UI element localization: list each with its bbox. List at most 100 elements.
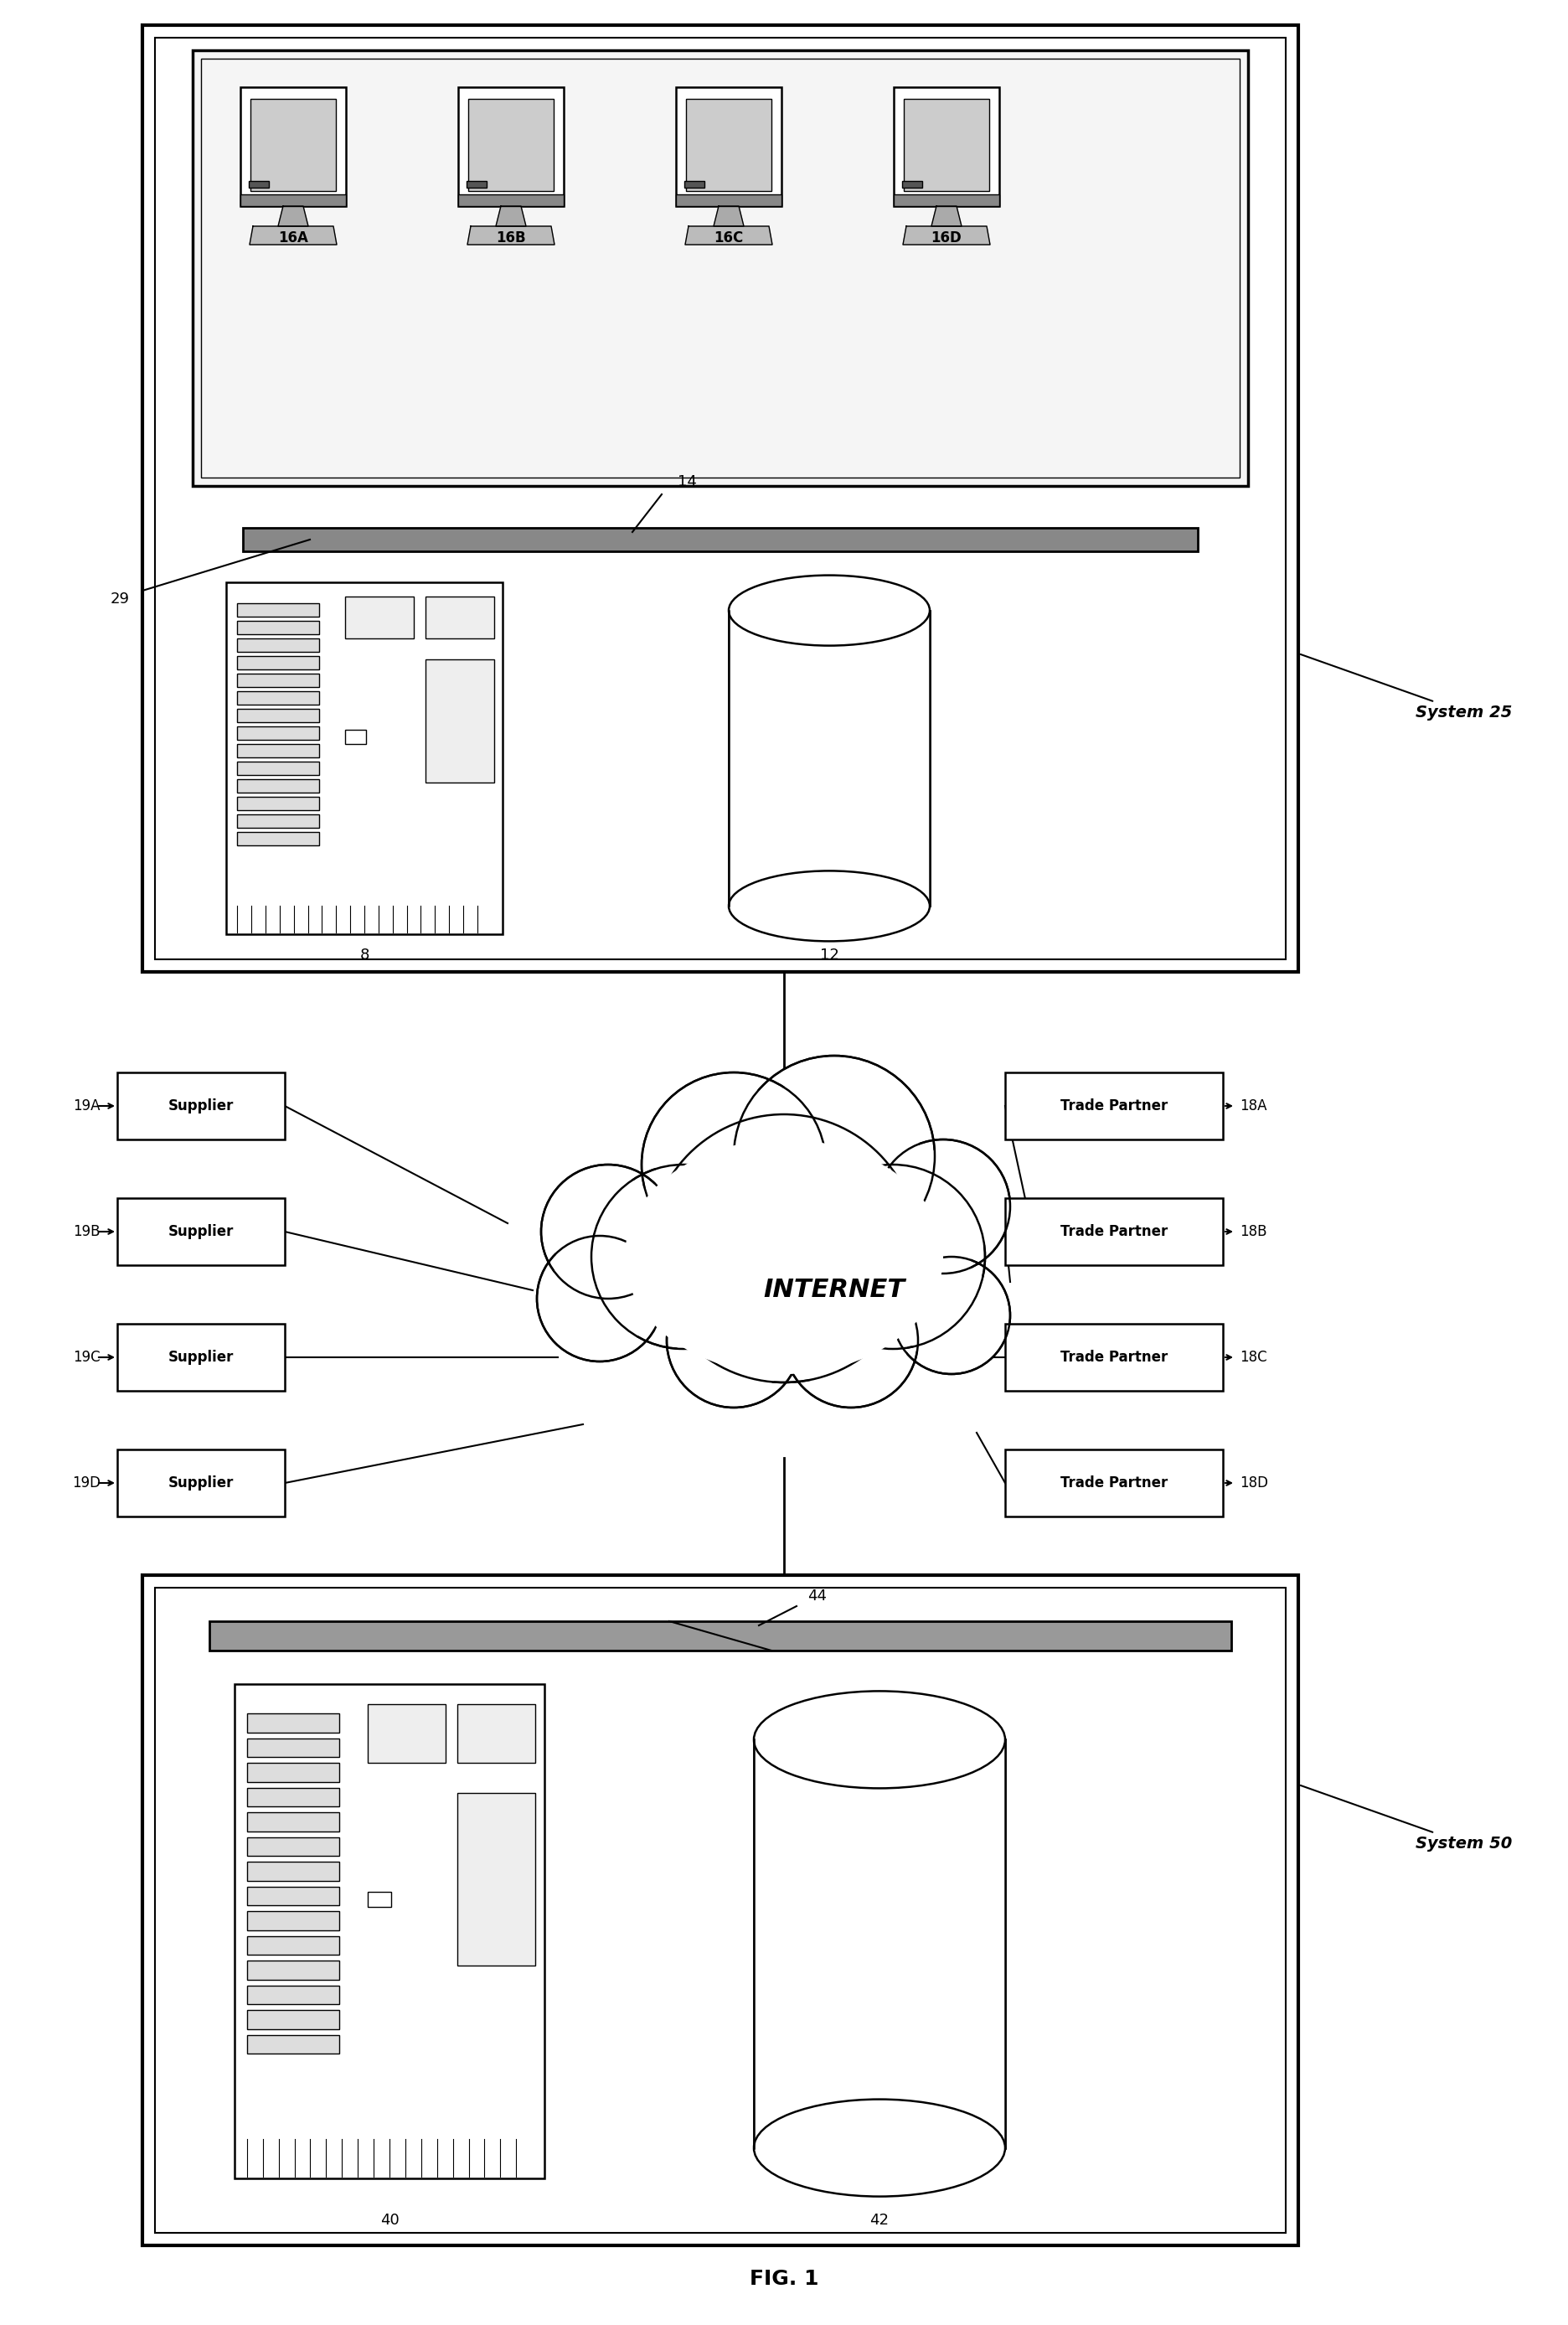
Circle shape — [886, 1149, 1000, 1262]
Bar — [458, 86, 564, 207]
Bar — [226, 581, 503, 935]
Bar — [249, 181, 268, 188]
Bar — [155, 37, 1286, 960]
Polygon shape — [249, 226, 337, 244]
Bar — [246, 1837, 339, 1855]
Bar — [118, 1323, 285, 1390]
Circle shape — [651, 1114, 917, 1383]
Text: 29: 29 — [111, 591, 130, 607]
Circle shape — [814, 1179, 971, 1335]
Bar — [894, 86, 999, 207]
Bar — [143, 1574, 1298, 2246]
Bar — [118, 1072, 285, 1139]
Text: System 25: System 25 — [1300, 653, 1512, 721]
Ellipse shape — [754, 2099, 1005, 2197]
Circle shape — [793, 1283, 908, 1397]
Text: 19D: 19D — [72, 1476, 100, 1490]
Bar — [237, 763, 320, 774]
Polygon shape — [713, 207, 743, 226]
Bar — [155, 1588, 1286, 2232]
Text: 42: 42 — [870, 2213, 889, 2227]
Bar — [469, 100, 554, 191]
Bar — [237, 691, 320, 704]
Circle shape — [734, 1056, 935, 1258]
Text: 16A: 16A — [278, 230, 309, 246]
Circle shape — [801, 1165, 985, 1348]
Text: 19C: 19C — [74, 1351, 100, 1365]
Bar — [246, 1986, 339, 2004]
Text: 19B: 19B — [74, 1223, 100, 1239]
Bar — [237, 814, 320, 828]
Bar — [246, 1739, 339, 1758]
Circle shape — [666, 1274, 801, 1407]
Bar — [237, 656, 320, 670]
Bar — [684, 181, 704, 188]
Bar — [729, 611, 930, 907]
Bar — [1005, 1448, 1223, 1516]
Text: Supplier: Supplier — [168, 1097, 234, 1114]
Bar — [237, 709, 320, 723]
Bar — [894, 195, 999, 207]
Bar — [754, 1739, 1005, 2148]
Text: Trade Partner: Trade Partner — [1060, 1351, 1168, 1365]
Circle shape — [677, 1283, 790, 1397]
Bar — [143, 26, 1298, 972]
Bar — [467, 181, 486, 188]
Bar — [246, 1886, 339, 1906]
Polygon shape — [278, 207, 309, 226]
Circle shape — [750, 1072, 920, 1242]
Bar — [246, 1788, 339, 1807]
Polygon shape — [467, 226, 555, 244]
Bar — [246, 1814, 339, 1832]
Bar — [1005, 1072, 1223, 1139]
Ellipse shape — [626, 1139, 942, 1374]
Ellipse shape — [754, 1690, 1005, 1788]
Bar — [246, 1862, 339, 1881]
Text: INTERNET: INTERNET — [764, 1279, 905, 1302]
Bar — [1005, 1197, 1223, 1265]
Polygon shape — [903, 226, 989, 244]
Circle shape — [541, 1165, 676, 1300]
Bar — [235, 1683, 544, 2179]
Bar — [193, 51, 1248, 486]
Bar — [676, 86, 781, 207]
Bar — [425, 660, 494, 784]
Bar — [237, 728, 320, 739]
Bar — [246, 1911, 339, 1930]
Bar — [458, 1793, 535, 1967]
Bar — [240, 195, 347, 207]
Circle shape — [641, 1072, 826, 1258]
Polygon shape — [685, 226, 773, 244]
Polygon shape — [931, 207, 961, 226]
Circle shape — [546, 1246, 654, 1353]
Bar — [368, 1704, 445, 1762]
Ellipse shape — [729, 574, 930, 646]
Text: System 50: System 50 — [1300, 1786, 1512, 1851]
Text: 18D: 18D — [1240, 1476, 1269, 1490]
Bar — [246, 2011, 339, 2030]
Circle shape — [784, 1274, 917, 1407]
Bar — [246, 1937, 339, 1955]
Bar — [246, 1762, 339, 1781]
Text: Supplier: Supplier — [168, 1351, 234, 1365]
Bar — [458, 195, 564, 207]
Circle shape — [892, 1258, 1010, 1374]
Bar — [237, 604, 320, 616]
Bar — [237, 832, 320, 846]
Text: 8: 8 — [359, 949, 368, 963]
Bar — [246, 1714, 339, 1732]
Bar — [237, 797, 320, 811]
Bar — [246, 2034, 339, 2053]
Text: 40: 40 — [379, 2213, 398, 2227]
Circle shape — [536, 1237, 663, 1362]
Bar — [118, 1448, 285, 1516]
Bar — [237, 621, 320, 635]
Bar — [425, 598, 494, 639]
Text: 19A: 19A — [74, 1097, 100, 1114]
Bar — [243, 528, 1198, 551]
Bar — [458, 1704, 535, 1762]
Text: 18A: 18A — [1240, 1097, 1267, 1114]
Bar — [237, 779, 320, 793]
Text: 16C: 16C — [713, 230, 743, 246]
Bar — [345, 598, 414, 639]
